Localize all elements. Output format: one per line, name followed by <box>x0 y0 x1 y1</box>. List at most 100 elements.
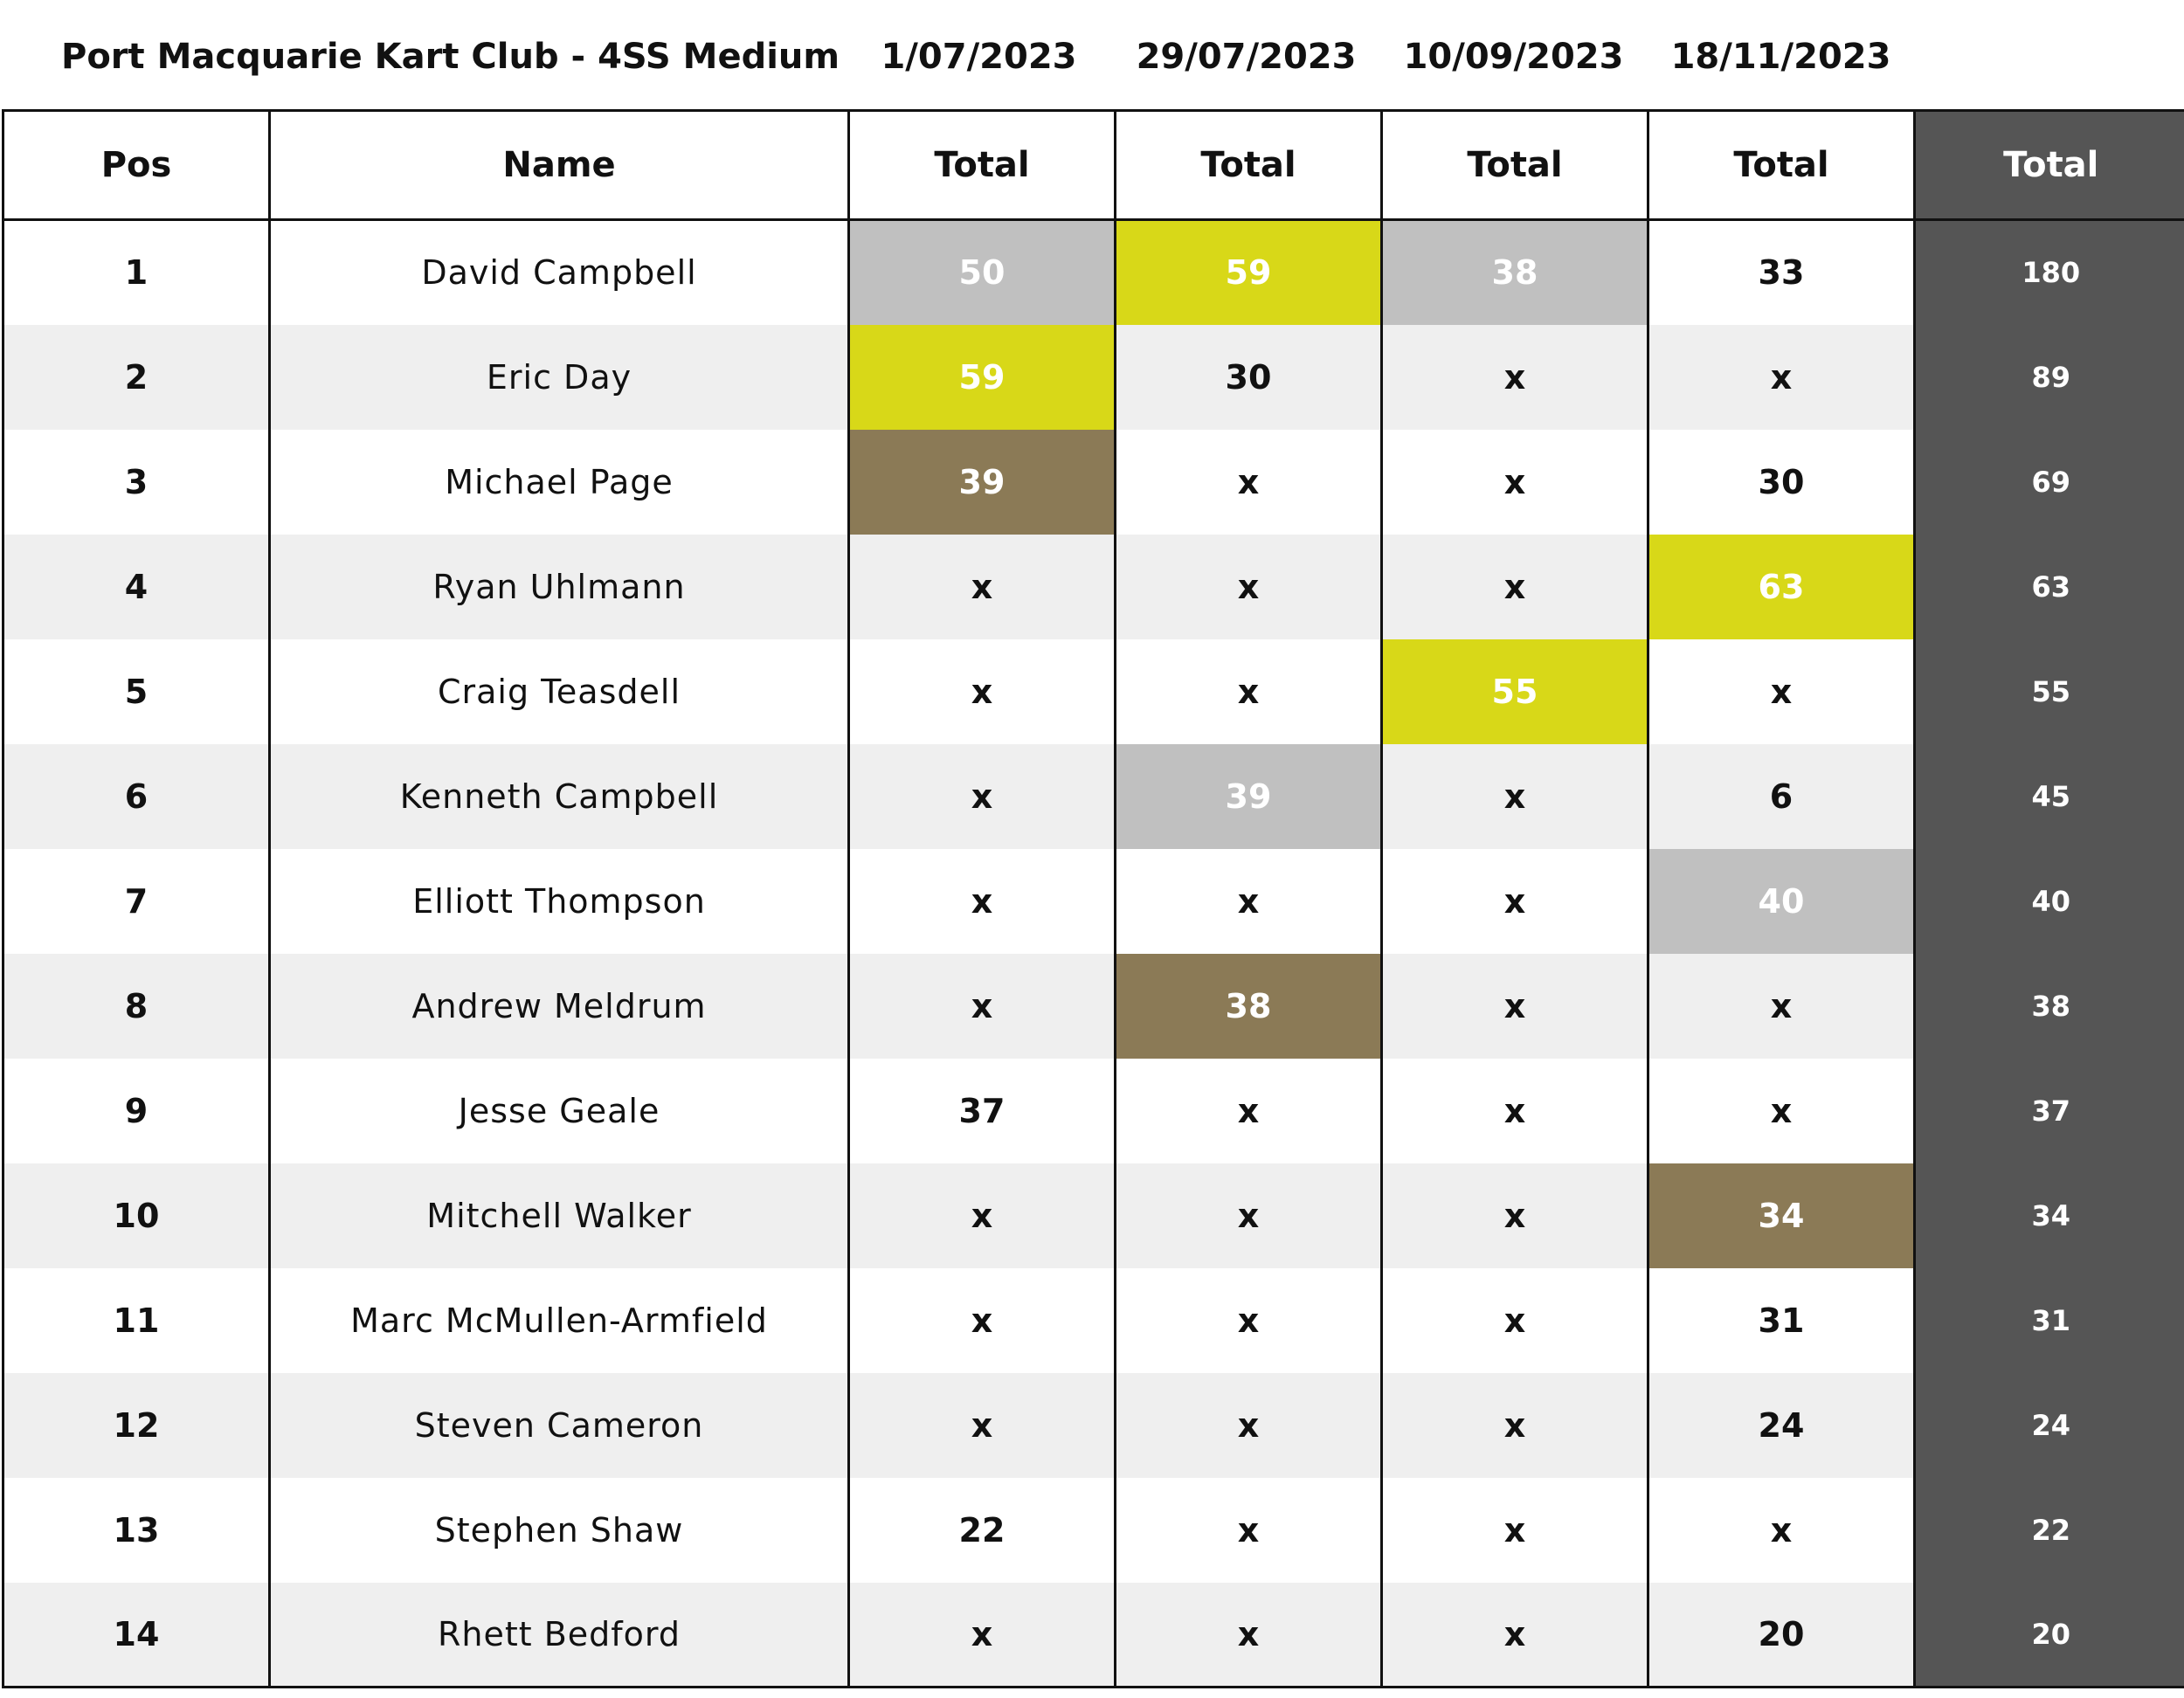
position-cell: 10 <box>2 1163 270 1268</box>
position-cell: 6 <box>2 743 270 849</box>
event-3-points-cell: x <box>1380 953 1648 1059</box>
total-points-cell: 69 <box>1913 429 2184 535</box>
position-cell: 7 <box>2 848 270 954</box>
position-cell: 2 <box>2 324 270 430</box>
event-2-points-cell: 38 <box>1114 953 1382 1059</box>
event-2-points-cell: 30 <box>1114 324 1382 430</box>
total-points-cell: 22 <box>1913 1477 2184 1583</box>
table-row: 5 Craig Teasdell x x 55 x 55 <box>2 638 2184 744</box>
event-4-points-cell: 30 <box>1647 429 1915 535</box>
standings-table: Pos Name Total Total Total Total Total 1… <box>2 109 2184 1688</box>
total-points-cell: 24 <box>1913 1372 2184 1478</box>
name-column-header: Name <box>268 109 849 221</box>
event-4-points-cell: x <box>1647 1058 1915 1163</box>
event-date-3: 10/09/2023 <box>1403 37 1624 77</box>
event-4-points-cell: x <box>1647 638 1915 744</box>
table-row: 10 Mitchell Walker x x x 34 34 <box>2 1163 2184 1268</box>
position-cell: 9 <box>2 1058 270 1163</box>
event-1-points-cell: x <box>847 534 1116 639</box>
table-row: 7 Elliott Thompson x x x 40 40 <box>2 848 2184 954</box>
position-cell: 4 <box>2 534 270 639</box>
total-points-cell: 31 <box>1913 1267 2184 1373</box>
event-1-points-cell: 59 <box>847 324 1116 430</box>
event-1-points-cell: 22 <box>847 1477 1116 1583</box>
driver-name-cell: Craig Teasdell <box>268 638 849 744</box>
standings-header: Port Macquarie Kart Club - 4SS Medium 1/… <box>0 0 2184 109</box>
event-2-points-cell: x <box>1114 1372 1382 1478</box>
event-1-points-cell: x <box>847 953 1116 1059</box>
event-3-points-cell: x <box>1380 324 1648 430</box>
event-2-points-cell: x <box>1114 638 1382 744</box>
table-row: 1 David Campbell 50 59 38 33 180 <box>2 219 2184 325</box>
total-points-cell: 20 <box>1913 1582 2184 1688</box>
total-points-cell: 38 <box>1913 953 2184 1059</box>
table-row: 6 Kenneth Campbell x 39 x 6 45 <box>2 743 2184 849</box>
driver-name-cell: Marc McMullen-Armfield <box>268 1267 849 1373</box>
event-date-1: 1/07/2023 <box>881 37 1077 77</box>
position-cell: 14 <box>2 1582 270 1688</box>
event-4-points-cell: x <box>1647 953 1915 1059</box>
page-title: Port Macquarie Kart Club - 4SS Medium <box>61 37 840 77</box>
event-1-points-cell: 50 <box>847 219 1116 325</box>
driver-name-cell: Eric Day <box>268 324 849 430</box>
position-cell: 11 <box>2 1267 270 1373</box>
event-3-points-cell: x <box>1380 1582 1648 1688</box>
event-4-points-cell: 20 <box>1647 1582 1915 1688</box>
total-points-cell: 34 <box>1913 1163 2184 1268</box>
event-1-points-cell: x <box>847 1267 1116 1373</box>
driver-name-cell: Andrew Meldrum <box>268 953 849 1059</box>
event-1-column-header: Total <box>847 109 1116 221</box>
pos-column-header: Pos <box>2 109 270 221</box>
total-points-cell: 63 <box>1913 534 2184 639</box>
table-row: 11 Marc McMullen-Armfield x x x 31 31 <box>2 1267 2184 1373</box>
event-4-points-cell: 63 <box>1647 534 1915 639</box>
table-row: 3 Michael Page 39 x x 30 69 <box>2 429 2184 535</box>
event-1-points-cell: x <box>847 1163 1116 1268</box>
event-4-points-cell: 40 <box>1647 848 1915 954</box>
event-3-points-cell: 55 <box>1380 638 1648 744</box>
total-column-header: Total <box>1913 109 2184 221</box>
driver-name-cell: Kenneth Campbell <box>268 743 849 849</box>
event-3-points-cell: x <box>1380 743 1648 849</box>
event-2-points-cell: x <box>1114 848 1382 954</box>
event-1-points-cell: x <box>847 638 1116 744</box>
event-3-points-cell: x <box>1380 1267 1648 1373</box>
event-3-points-cell: x <box>1380 1372 1648 1478</box>
driver-name-cell: Rhett Bedford <box>268 1582 849 1688</box>
event-1-points-cell: x <box>847 1372 1116 1478</box>
event-2-points-cell: x <box>1114 1582 1382 1688</box>
event-3-points-cell: 38 <box>1380 219 1648 325</box>
event-4-points-cell: 6 <box>1647 743 1915 849</box>
event-date-4: 18/11/2023 <box>1670 37 1891 77</box>
position-cell: 5 <box>2 638 270 744</box>
event-2-points-cell: x <box>1114 1267 1382 1373</box>
position-cell: 3 <box>2 429 270 535</box>
position-cell: 12 <box>2 1372 270 1478</box>
driver-name-cell: Michael Page <box>268 429 849 535</box>
table-row: 14 Rhett Bedford x x x 20 20 <box>2 1582 2184 1688</box>
event-1-points-cell: x <box>847 1582 1116 1688</box>
table-row: 9 Jesse Geale 37 x x x 37 <box>2 1058 2184 1163</box>
position-cell: 8 <box>2 953 270 1059</box>
event-2-points-cell: x <box>1114 429 1382 535</box>
event-3-points-cell: x <box>1380 848 1648 954</box>
table-row: 12 Steven Cameron x x x 24 24 <box>2 1372 2184 1478</box>
event-3-points-cell: x <box>1380 1058 1648 1163</box>
driver-name-cell: Elliott Thompson <box>268 848 849 954</box>
event-4-points-cell: x <box>1647 1477 1915 1583</box>
event-3-points-cell: x <box>1380 534 1648 639</box>
event-2-column-header: Total <box>1114 109 1382 221</box>
event-date-2: 29/07/2023 <box>1136 37 1357 77</box>
event-4-points-cell: 34 <box>1647 1163 1915 1268</box>
total-points-cell: 89 <box>1913 324 2184 430</box>
table-header-row: Pos Name Total Total Total Total Total <box>2 109 2184 221</box>
total-points-cell: 180 <box>1913 219 2184 325</box>
total-points-cell: 37 <box>1913 1058 2184 1163</box>
event-1-points-cell: 37 <box>847 1058 1116 1163</box>
event-2-points-cell: x <box>1114 1163 1382 1268</box>
event-1-points-cell: 39 <box>847 429 1116 535</box>
table-row: 4 Ryan Uhlmann x x x 63 63 <box>2 534 2184 639</box>
position-cell: 1 <box>2 219 270 325</box>
driver-name-cell: Steven Cameron <box>268 1372 849 1478</box>
table-row: 8 Andrew Meldrum x 38 x x 38 <box>2 953 2184 1059</box>
